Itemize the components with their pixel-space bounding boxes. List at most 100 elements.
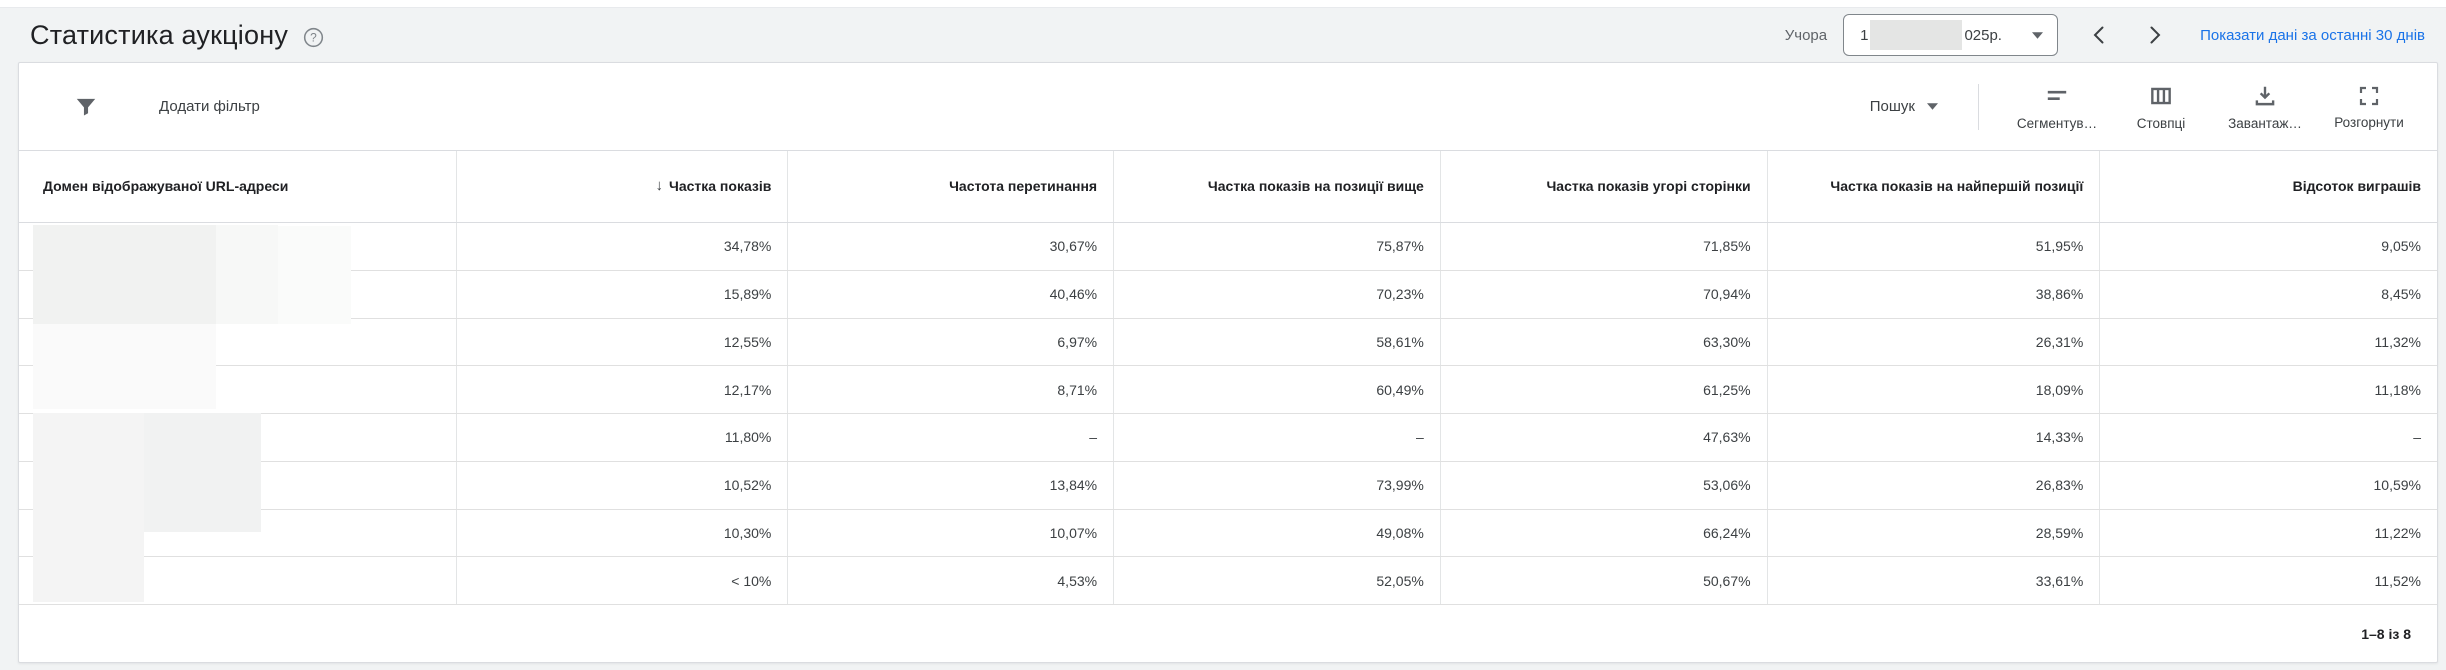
value-cell: 63,30%: [1439, 318, 1767, 366]
value-cell: 4,53%: [787, 557, 1113, 604]
value-cell: 47,63%: [1439, 414, 1767, 461]
show-last-30-days-link[interactable]: Показати дані за останні 30 днів: [2200, 26, 2425, 44]
table-body: 34,78% 30,67% 75,87% 71,85% 51,95% 9,05% 15,89…: [19, 223, 2437, 605]
column-header-6[interactable]: Частка показів на найпершій позиції: [1766, 151, 2100, 222]
table-row: 10,52% 13,84% 73,99% 53,06% 26,83% 10,59%: [19, 461, 2437, 510]
previous-period-button[interactable]: [2088, 23, 2112, 47]
tool-action-label: Завантаж…: [2228, 115, 2302, 131]
value-cell: 71,85%: [1439, 223, 1767, 270]
value-cell: –: [787, 414, 1113, 461]
svg-text:?: ?: [310, 30, 317, 44]
value-cell: 13,84%: [787, 461, 1113, 509]
redacted-domain-area: [33, 225, 216, 324]
help-icon[interactable]: ?: [302, 26, 325, 49]
table-footer: 1–8 із 8: [19, 605, 2437, 663]
value-cell: 6,97%: [787, 318, 1113, 366]
column-header-label: Частка показів на позиції вище: [1207, 178, 1424, 195]
top-strip: [0, 0, 2446, 8]
value-cell: 50,67%: [1439, 557, 1767, 604]
column-header-label: Домен відображуваної URL-адреси: [43, 178, 289, 195]
table-row: 34,78% 30,67% 75,87% 71,85% 51,95% 9,05%: [19, 223, 2437, 271]
value-cell: 49,08%: [1113, 509, 1440, 557]
pagination-status: 1–8 із 8: [2361, 626, 2411, 642]
column-header-1[interactable]: Домен відображуваної URL-адреси: [19, 151, 456, 222]
table-toolbar: Додати фільтр Пошук Сегментув… Стовпці Зав…: [19, 63, 2437, 151]
value-cell: 38,86%: [1766, 270, 2100, 318]
tool-action-label: Сегментув…: [2016, 115, 2098, 131]
value-cell: 30,67%: [787, 223, 1113, 270]
tool-action-label: Стовпці: [2136, 115, 2186, 131]
column-header-5[interactable]: Частка показів угорі сторінки: [1439, 151, 1767, 222]
date-range-selector[interactable]: 1 025р.: [1843, 14, 2059, 56]
value-cell: 52,05%: [1113, 557, 1440, 604]
value-cell: 60,49%: [1113, 366, 1440, 413]
value-cell: 73,99%: [1113, 461, 1440, 509]
column-header-label: Частка показів угорі сторінки: [1546, 178, 1751, 195]
column-header-4[interactable]: Частка показів на позиції вище: [1113, 151, 1440, 222]
page-title: Статистика аукціону: [30, 19, 289, 50]
chevron-down-icon: [2032, 31, 2044, 39]
value-cell: 53,06%: [1439, 461, 1767, 509]
next-period-button[interactable]: [2142, 23, 2166, 47]
filter-icon: [73, 94, 99, 120]
search-label: Пошук: [1869, 98, 1915, 115]
value-cell: 8,45%: [2099, 270, 2437, 318]
value-cell: 11,18%: [2099, 366, 2437, 413]
add-filter-label: Додати фільтр: [159, 98, 260, 115]
column-header-label: Частота перетинання: [949, 178, 1098, 195]
redacted-domain-area: [216, 225, 278, 324]
redacted-domain-area: [144, 413, 261, 532]
column-header-label: Частка показів на найпершій позиції: [1830, 178, 2084, 195]
table-row: 15,89% 40,46% 70,23% 70,94% 38,86% 8,45%: [19, 270, 2437, 319]
value-cell: 11,22%: [2099, 509, 2437, 557]
column-header-7[interactable]: Відсоток виграшів: [2099, 151, 2437, 222]
value-cell: 11,32%: [2099, 318, 2437, 366]
value-cell: 10,30%: [455, 509, 788, 557]
expand-icon: [2357, 84, 2381, 108]
value-cell: 18,09%: [1766, 366, 2100, 413]
search-dropdown-button[interactable]: Пошук: [1870, 98, 1938, 115]
table-row: 12,55% 6,97% 58,61% 63,30% 26,31% 11,32%: [19, 318, 2437, 367]
column-header-3[interactable]: Частота перетинання: [787, 151, 1113, 222]
table-header-row: Домен відображуваної URL-адреси ↓ Частка п…: [19, 151, 2437, 223]
value-cell: 14,33%: [1766, 414, 2100, 461]
segment-icon: [2044, 83, 2070, 109]
column-header-2[interactable]: ↓ Частка показів: [455, 151, 788, 222]
toolbar-divider: [1978, 83, 1979, 130]
table-row: 11,80% – –47,63% 14,33% –: [19, 414, 2437, 462]
redacted-domain-area: [278, 226, 351, 324]
columns-icon: [2148, 83, 2174, 109]
value-cell: 70,23%: [1113, 270, 1440, 318]
value-cell: 15,89%: [455, 270, 788, 318]
page-header: Статистика аукціону ? Учора 1 025р. Пока…: [0, 8, 2446, 62]
segment-button[interactable]: Сегментув…: [2005, 83, 2109, 131]
value-cell: 58,61%: [1113, 318, 1440, 366]
sort-descending-icon: ↓: [655, 177, 663, 195]
table-row: 12,17% 8,71% 60,49% 61,25% 18,09% 11,18%: [19, 366, 2437, 414]
value-cell: 8,71%: [787, 366, 1113, 413]
value-cell: < 10%: [455, 557, 788, 604]
value-cell: –: [2099, 414, 2437, 461]
date-value-prefix: 1: [1860, 26, 1869, 44]
value-cell: 40,46%: [787, 270, 1113, 318]
value-cell: 12,17%: [455, 366, 788, 413]
redacted-domain-area: [33, 324, 216, 409]
auction-insights-card: Додати фільтр Пошук Сегментув… Стовпці Зав…: [18, 62, 2438, 663]
value-cell: 11,52%: [2099, 557, 2437, 604]
value-cell: 66,24%: [1439, 509, 1767, 557]
table-row: 10,30% 10,07% 49,08% 66,24% 28,59% 11,22%: [19, 509, 2437, 558]
value-cell: 70,94%: [1439, 270, 1767, 318]
value-cell: –: [1113, 414, 1440, 461]
download-button[interactable]: Завантаж…: [2213, 83, 2317, 131]
value-cell: 11,80%: [455, 414, 788, 461]
value-cell: 12,55%: [455, 318, 788, 366]
value-cell: 75,87%: [1113, 223, 1440, 270]
table-row: < 10% 4,53% 52,05% 50,67% 33,61% 11,52%: [19, 557, 2437, 605]
date-redaction: [1870, 20, 1963, 50]
download-icon: [2252, 83, 2278, 109]
expand-button[interactable]: Розгорнути: [2317, 84, 2421, 130]
columns-button[interactable]: Стовпці: [2109, 83, 2213, 131]
add-filter-button[interactable]: Додати фільтр: [73, 94, 260, 120]
chevron-down-icon: [1927, 103, 1938, 110]
value-cell: 28,59%: [1766, 509, 2100, 557]
